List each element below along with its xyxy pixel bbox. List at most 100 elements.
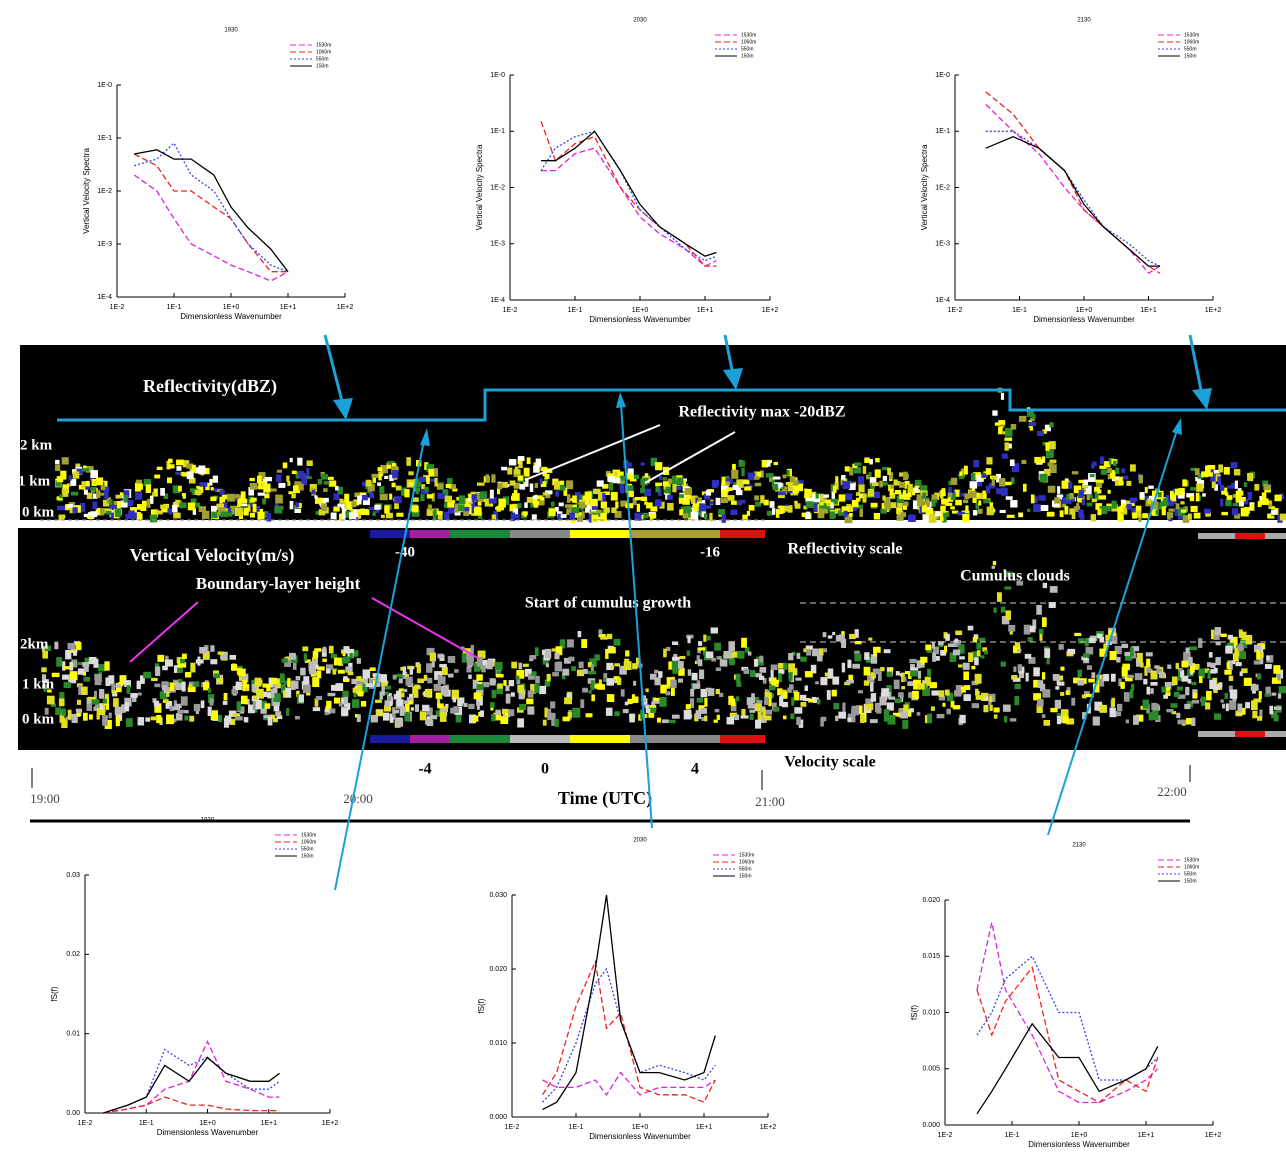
y-tick-label: 0.010 (489, 1040, 507, 1047)
radar-echo (665, 691, 671, 696)
radar-echo (687, 669, 692, 676)
radar-echo (1082, 653, 1090, 658)
radar-echo (778, 663, 785, 669)
radar-echo (1004, 716, 1008, 723)
radar-echo (362, 494, 368, 501)
radar-echo (838, 510, 845, 516)
radar-echo (93, 690, 97, 701)
radar-echo (252, 701, 256, 711)
radar-echo (1126, 504, 1132, 510)
radar-echo (426, 663, 433, 673)
radar-echo (1156, 668, 1162, 674)
legend-label: 150m (739, 873, 752, 879)
radar-echo (304, 659, 311, 663)
radar-echo (147, 498, 151, 508)
radar-echo (619, 665, 627, 675)
radar-echo (1237, 647, 1245, 651)
radar-echo (566, 480, 574, 490)
radar-echo (1134, 673, 1143, 681)
radar-echo (414, 684, 420, 690)
radar-echo (1237, 703, 1243, 713)
radar-echo (426, 464, 435, 473)
radar-echo (629, 713, 635, 723)
legend-label: 1530m (1184, 32, 1199, 38)
radar-echo (725, 478, 733, 484)
radar-echo (721, 477, 726, 485)
radar-echo (292, 662, 297, 670)
y-tick-label: 0.000 (489, 1114, 507, 1121)
radar-echo (441, 667, 448, 676)
radar-echo (1099, 704, 1108, 713)
radar-echo (714, 642, 721, 651)
radar-echo (580, 699, 585, 708)
radar-echo (273, 703, 280, 712)
radar-echo (663, 482, 671, 492)
radar-echo (684, 506, 692, 514)
radar-echo (192, 508, 197, 515)
radar-echo (721, 485, 729, 493)
radar-echo (335, 683, 344, 692)
radar-echo (163, 493, 169, 499)
radar-echo (1089, 474, 1095, 478)
radar-echo (821, 506, 829, 514)
radar-echo (1132, 512, 1137, 519)
radar-echo (1044, 424, 1051, 432)
radar-echo (914, 479, 922, 486)
radar-echo (65, 650, 72, 660)
radar-echo (466, 504, 472, 509)
radar-echo (210, 659, 218, 665)
radar-echo (629, 474, 637, 482)
radar-echo (215, 488, 223, 493)
radar-echo (205, 482, 210, 491)
radar-echo (424, 462, 429, 471)
radar-echo (1043, 646, 1050, 650)
radar-echo (1264, 664, 1272, 669)
radar-echo (711, 657, 716, 662)
radar-echo (730, 701, 737, 712)
radar-echo (1076, 503, 1080, 508)
radar-echo (119, 492, 125, 496)
radar-echo (777, 688, 783, 696)
x-tick-label: 1E+1 (280, 304, 297, 311)
radar-echo (229, 654, 237, 660)
radar-echo (191, 464, 196, 473)
x-tick-label: 1E+2 (1205, 1132, 1222, 1139)
radar-echo (324, 708, 330, 714)
radar-echo (55, 464, 61, 471)
radar-echo (1108, 629, 1113, 636)
radar-echo (427, 677, 433, 684)
radar-echo (947, 492, 952, 498)
radar-echo (1047, 462, 1054, 467)
radar-echo (1199, 676, 1203, 684)
radar-echo (903, 704, 909, 714)
radar-echo (886, 667, 893, 676)
radar-echo (321, 648, 327, 657)
radar-echo (886, 685, 892, 695)
radar-echo (123, 494, 129, 503)
radar-echo (382, 712, 390, 721)
radar-echo (1041, 617, 1047, 628)
radar-echo (1124, 675, 1133, 682)
radar-echo (160, 488, 165, 496)
radar-echo (429, 652, 436, 662)
radar-echo (882, 482, 888, 486)
radar-echo (900, 711, 908, 719)
radar-echo (518, 662, 523, 670)
radar-echo (1032, 496, 1038, 504)
radar-echo (1210, 669, 1216, 674)
radar-echo (684, 488, 693, 495)
radar-echo (598, 629, 603, 635)
radar-echo (779, 696, 784, 707)
radar-echo (1239, 671, 1243, 677)
radar-echo (339, 498, 344, 504)
radar-echo (341, 708, 349, 716)
radar-echo (1273, 714, 1279, 722)
radar-echo (625, 650, 630, 657)
radar-echo (356, 658, 361, 664)
radar-echo (753, 471, 760, 480)
radar-echo (552, 672, 559, 677)
radar-echo (140, 505, 147, 511)
radar-echo (608, 678, 614, 686)
radar-echo (999, 509, 1006, 514)
radar-echo (177, 667, 183, 673)
